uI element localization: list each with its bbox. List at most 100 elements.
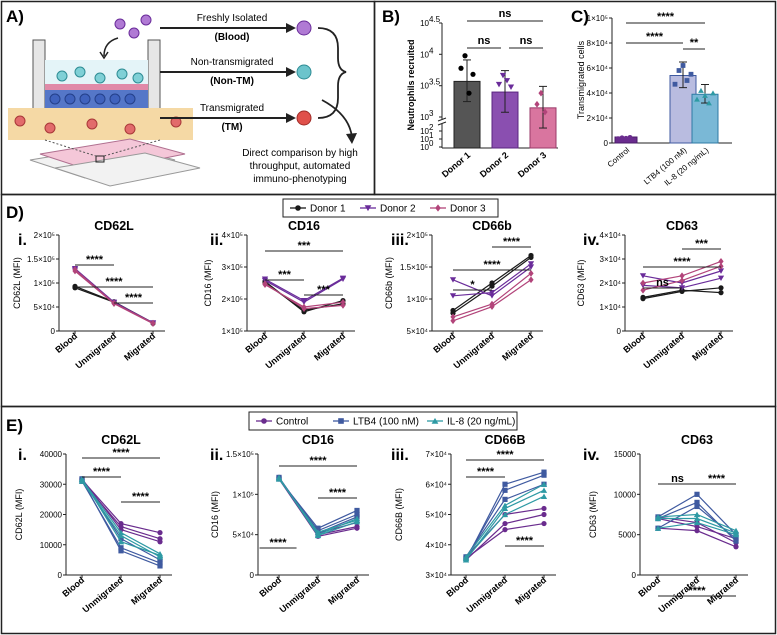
data-point bbox=[157, 563, 163, 569]
x-tick-label: Migrated bbox=[129, 575, 164, 607]
data-point bbox=[117, 538, 125, 545]
data-point bbox=[639, 273, 647, 279]
blood-label: (Blood) bbox=[215, 32, 250, 43]
x-tick-label: Donor 1 bbox=[440, 150, 472, 180]
x-tick-label: Unmigrated bbox=[264, 331, 309, 371]
chart-title: CD66B bbox=[485, 433, 526, 447]
data-point bbox=[502, 520, 508, 527]
y-tick-exponent: 4.5 bbox=[429, 15, 441, 24]
chart-title: CD66b bbox=[472, 219, 512, 233]
chart-title: CD62L bbox=[94, 219, 134, 233]
y-tick-label: 2×10⁵ bbox=[34, 231, 55, 240]
chart-title: CD62L bbox=[101, 433, 141, 447]
data-point bbox=[540, 493, 548, 499]
y-tick-label: 1×10⁵ bbox=[34, 279, 55, 288]
y-tick-label: 1×10⁵ bbox=[407, 295, 428, 304]
data-point bbox=[72, 267, 78, 275]
data-point bbox=[718, 258, 724, 265]
legend-label: IL-8 (20 ng/mL) bbox=[447, 417, 515, 428]
data-point bbox=[717, 268, 725, 274]
significance-label: **** bbox=[483, 259, 501, 271]
y-axis-label: Neutrophils recruited bbox=[406, 39, 416, 130]
data-point bbox=[627, 134, 633, 140]
data-point bbox=[466, 90, 472, 96]
y-axis-label: CD66b (MFI) bbox=[384, 257, 394, 309]
x-tick-label: Blood bbox=[60, 575, 86, 599]
y-axis-label: CD63 (MFI) bbox=[588, 491, 598, 538]
y-tick-label: 1.5×10⁵ bbox=[226, 450, 254, 459]
data-point bbox=[528, 270, 534, 277]
y-axis-label: CD16 (MFI) bbox=[203, 259, 213, 306]
nontm-cell-icon bbox=[296, 64, 312, 80]
data-point bbox=[538, 89, 544, 97]
series-line-donor-2 bbox=[264, 277, 344, 302]
data-point bbox=[449, 293, 457, 299]
y-tick-label: 3×10⁵ bbox=[222, 263, 243, 272]
y-tick-label: 5×10⁴ bbox=[426, 511, 448, 520]
data-point bbox=[354, 507, 360, 514]
data-point bbox=[698, 87, 704, 93]
data-point bbox=[640, 286, 646, 294]
blood-cell-icon bbox=[296, 20, 312, 36]
data-point bbox=[157, 560, 163, 566]
data-point bbox=[503, 78, 511, 84]
caption-line-1: Direct comparison by high bbox=[242, 148, 358, 159]
data-point bbox=[718, 285, 724, 291]
data-point bbox=[680, 63, 686, 68]
x-tick-label: Blood bbox=[444, 575, 470, 599]
y-axis-label: Transmigrated cells bbox=[576, 40, 586, 119]
data-point bbox=[300, 299, 308, 306]
data-point bbox=[262, 281, 268, 288]
y-tick-exponent: 1 bbox=[429, 131, 434, 140]
legend-e: Control LTB4 (100 nM) IL-8 (20 ng/mL) bbox=[248, 411, 518, 431]
endothelium bbox=[45, 84, 148, 90]
significance-label: ns bbox=[520, 35, 533, 47]
legend-label: Control bbox=[276, 417, 308, 428]
data-point bbox=[157, 557, 163, 563]
data-point bbox=[314, 532, 322, 539]
significance-label: **** bbox=[132, 491, 150, 503]
x-tick-label: Unmigrated bbox=[452, 331, 497, 371]
legend-label: Donor 3 bbox=[450, 204, 486, 215]
lower-chamber bbox=[8, 108, 193, 140]
legend-label: Donor 1 bbox=[310, 204, 346, 215]
data-point bbox=[688, 71, 694, 77]
chart-title: CD63 bbox=[681, 433, 713, 447]
data-point bbox=[157, 539, 163, 545]
legend-marker bbox=[431, 417, 439, 424]
significance-label: **** bbox=[516, 535, 534, 547]
x-tick-label: Unmigrated bbox=[74, 331, 119, 371]
data-point bbox=[615, 136, 621, 142]
legend-marker bbox=[261, 418, 267, 424]
data-point bbox=[489, 300, 495, 308]
legend-marker bbox=[435, 204, 441, 212]
data-point bbox=[78, 475, 86, 482]
y-tick-label: 20000 bbox=[40, 511, 63, 520]
x-tick-label: Migrated bbox=[312, 331, 347, 363]
data-point bbox=[275, 474, 283, 480]
y-tick-label: 10 bbox=[420, 127, 429, 136]
data-point bbox=[694, 503, 700, 510]
y-tick-label: 10000 bbox=[40, 541, 63, 550]
data-point bbox=[694, 528, 700, 534]
data-point bbox=[502, 481, 508, 487]
data-point bbox=[623, 135, 629, 141]
data-point bbox=[462, 553, 470, 560]
data-point bbox=[353, 518, 361, 525]
data-point bbox=[693, 519, 701, 526]
significance-label: **** bbox=[86, 254, 104, 266]
data-point bbox=[450, 317, 456, 325]
data-point bbox=[718, 262, 724, 270]
data-point bbox=[458, 65, 464, 71]
data-point bbox=[499, 72, 507, 79]
y-tick-label: 0 bbox=[250, 571, 255, 580]
data-point bbox=[340, 298, 346, 306]
data-point bbox=[489, 280, 495, 286]
y-tick-label: 4×10⁴ bbox=[600, 231, 622, 240]
data-point bbox=[111, 300, 117, 308]
x-tick-label: Migrated bbox=[690, 331, 725, 363]
y-tick-label: 4×10⁴ bbox=[426, 541, 448, 550]
cell-cluster bbox=[14, 66, 182, 135]
y-axis-label: CD16 (MFI) bbox=[210, 491, 220, 538]
